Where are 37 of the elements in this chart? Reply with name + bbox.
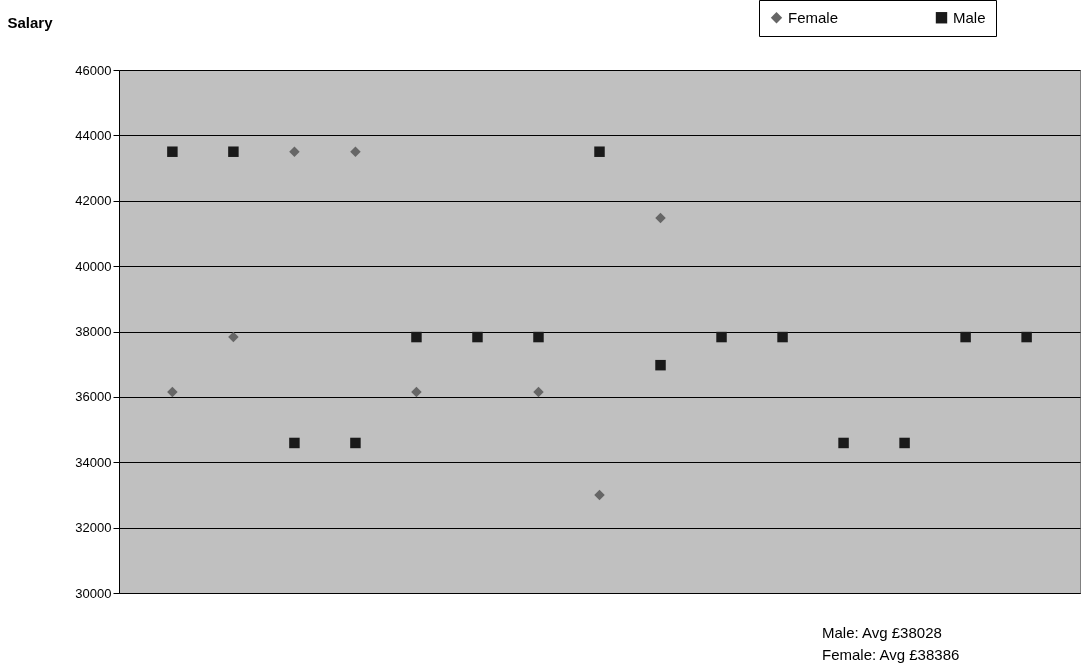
point (777, 331, 788, 343)
y-tick-label: 36000 (75, 389, 112, 405)
y-tick-label: 44000 (75, 127, 112, 143)
text: Male: Avg £38028 (822, 624, 942, 641)
y-tick-label: 30000 (75, 585, 112, 601)
point (411, 331, 422, 343)
point (655, 359, 666, 371)
point (167, 146, 178, 157)
point (411, 386, 422, 398)
text: Female: Avg £38386 (822, 646, 960, 663)
point (655, 212, 666, 224)
point (350, 146, 361, 157)
legend-label: Female (788, 8, 839, 26)
point (228, 146, 239, 157)
y-tick-label: 40000 (75, 258, 112, 274)
point (533, 331, 544, 343)
point (594, 146, 605, 157)
point (533, 386, 544, 398)
y-tick-label: 42000 (75, 193, 112, 209)
y-tick-label: 34000 (75, 454, 112, 470)
point (960, 331, 971, 343)
point (899, 437, 910, 449)
y-tick-label: 46000 (75, 62, 112, 78)
point (716, 331, 727, 343)
point (1021, 331, 1032, 343)
point (594, 489, 605, 501)
y-tick-label: 32000 (75, 520, 112, 536)
point (838, 437, 849, 449)
point (289, 146, 300, 157)
point (472, 331, 483, 343)
point (167, 386, 178, 398)
y-tick-label: 38000 (75, 324, 112, 339)
legend-label: Male (953, 8, 986, 26)
point (350, 437, 361, 449)
point (289, 437, 300, 449)
y-axis-title: Salary (7, 13, 54, 31)
point (228, 331, 239, 343)
